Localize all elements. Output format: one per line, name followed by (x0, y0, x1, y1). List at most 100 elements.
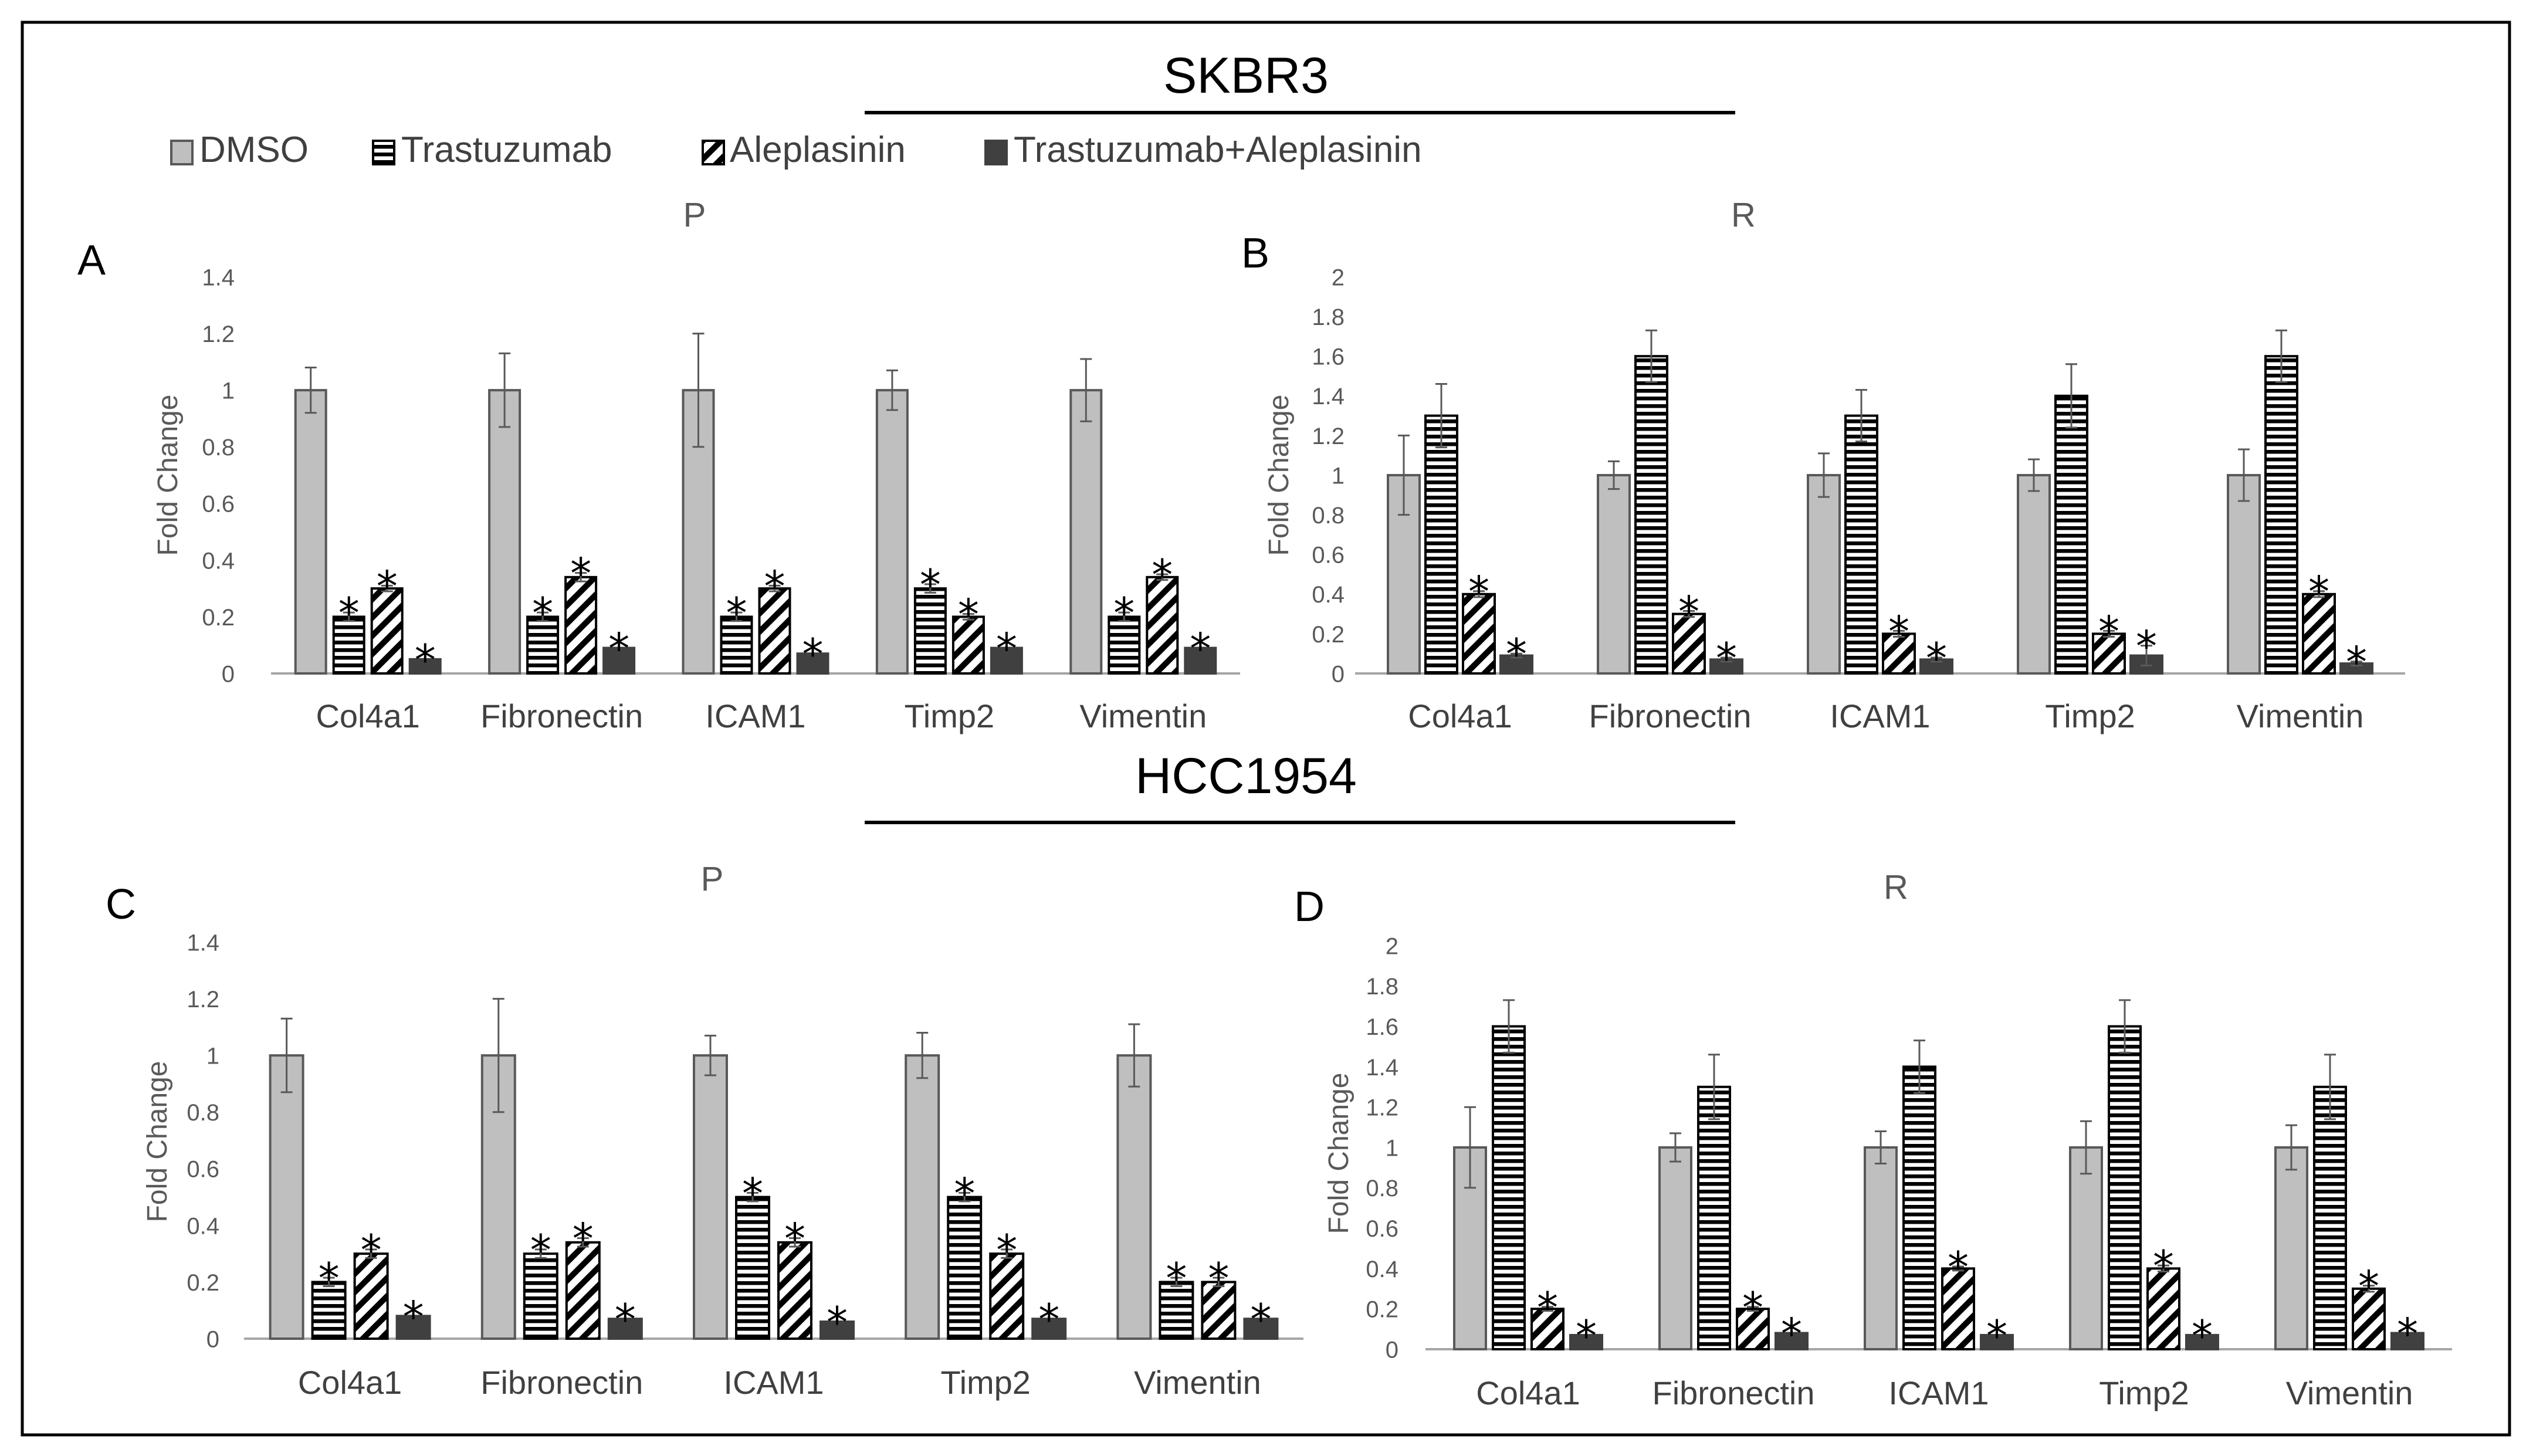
category-label: Col4a1 (1476, 1374, 1580, 1411)
significance-star: * (403, 1292, 424, 1341)
bar-trastuzumab (1697, 1085, 1731, 1351)
y-tick-label: 0.2 (1312, 622, 1345, 648)
bar-dmso (2227, 474, 2261, 675)
category-label: Fibronectin (1652, 1374, 1814, 1411)
chart-title: P (683, 196, 706, 234)
bar-combination (1243, 1318, 1279, 1340)
bar-dmso (488, 389, 522, 675)
bar-dmso (1658, 1146, 1692, 1350)
bar-dmso (2274, 1146, 2308, 1350)
legend-swatch-trastuzumab (372, 140, 395, 165)
y-tick-label: 1.2 (1312, 424, 1345, 449)
bar-aleplasinin (1530, 1308, 1564, 1350)
figure-border (21, 21, 2511, 1437)
significance-star: * (1678, 587, 1699, 636)
bar-trastuzumab (1902, 1065, 1936, 1351)
category-label: Vimentin (1079, 697, 1207, 734)
bar-combination (1980, 1333, 2014, 1350)
y-tick-label: 0.6 (202, 492, 235, 517)
significance-star: * (338, 588, 360, 638)
y-tick-label: 0.2 (187, 1270, 219, 1296)
category-label: Timp2 (905, 697, 995, 734)
category-label: ICAM1 (1830, 697, 1930, 734)
category-label: Timp2 (2099, 1374, 2189, 1411)
bar-combination (1031, 1318, 1067, 1340)
bar-trastuzumab (1159, 1281, 1194, 1340)
category-label: Vimentin (1134, 1364, 1261, 1401)
panel-b: B R Fold Change 0 0.2 0.4 0.6 0.8 1 1.2 1.4 1.6 1.8 2… (1241, 196, 2405, 734)
bar-trastuzumab (2264, 355, 2298, 675)
y-tick-label: 1 (1332, 463, 1345, 489)
significance-star: * (2098, 607, 2119, 656)
significance-star: * (2397, 1309, 2418, 1358)
significance-star: * (608, 624, 629, 673)
significance-star: * (319, 1254, 340, 1303)
significance-star: * (377, 561, 398, 611)
chart-title: P (701, 860, 724, 898)
panel-a: A P Fold Change 0 0.2 0.4 0.6 0.8 1 1.2 1.4 Col4a1 *… (77, 196, 1240, 734)
bar-aleplasinin (1941, 1267, 1975, 1350)
bar-aleplasinin (2146, 1267, 2180, 1350)
significance-star: * (1576, 1311, 1597, 1360)
chart-title: R (1884, 868, 1908, 906)
panel-letter: B (1241, 230, 1269, 277)
category-label: Col4a1 (298, 1364, 402, 1401)
legend-swatch-dmso (170, 140, 194, 165)
bar-dmso (1116, 1054, 1152, 1340)
bar-dmso (1069, 389, 1103, 675)
category-label: Timp2 (2045, 697, 2135, 734)
bar-aleplasinin (1882, 632, 1916, 675)
legend-item-trastuzumab: Trastuzumab (372, 130, 612, 170)
significance-star: * (573, 1214, 594, 1264)
significance-star: * (2308, 567, 2329, 617)
bar-combination (2390, 1332, 2424, 1350)
y-tick-label: 0.2 (1366, 1297, 1398, 1323)
section-title-hcc1954: HCC1954 (1135, 748, 1357, 804)
bar-dmso (875, 389, 909, 675)
bar-dmso (2069, 1146, 2103, 1350)
y-axis-label: Fold Change (1264, 395, 1295, 556)
significance-star: * (1468, 567, 1489, 617)
bar-dmso (269, 1054, 304, 1340)
bar-trastuzumab (1634, 355, 1668, 675)
y-tick-label: 0.6 (187, 1157, 219, 1183)
y-tick-label: 0.4 (1312, 582, 1345, 608)
significance-star: * (1190, 624, 1211, 673)
y-axis-label: Fold Change (142, 1061, 173, 1223)
y-tick-label: 0.6 (1312, 543, 1345, 568)
y-tick-label: 1.4 (202, 265, 235, 290)
y-tick-label: 0 (1332, 661, 1345, 687)
legend-swatch-aleplasinin (702, 140, 725, 165)
significance-star: * (1113, 588, 1135, 638)
significance-star: * (996, 624, 1017, 673)
category-label: ICAM1 (705, 697, 805, 734)
significance-star: * (827, 1298, 848, 1347)
significance-star: * (1537, 1283, 1558, 1332)
y-axis-label: Fold Change (1323, 1073, 1354, 1234)
category-label: ICAM1 (1888, 1374, 1989, 1411)
chart-title: R (1731, 196, 1756, 234)
bar-dmso (1807, 474, 1841, 675)
panel-letter: C (106, 881, 136, 928)
y-tick-label: 1.6 (1366, 1014, 1398, 1040)
significance-star: * (615, 1295, 636, 1344)
significance-star: * (1742, 1283, 1763, 1332)
significance-star: * (1781, 1309, 1802, 1358)
significance-star: * (802, 629, 824, 679)
bar-combination (408, 658, 442, 675)
bar-trastuzumab (1108, 615, 1141, 675)
legend-item-dmso: DMSO (170, 130, 309, 170)
significance-star: * (530, 1225, 551, 1275)
legend-item-aleplasinin: Aleplasinin (702, 130, 906, 170)
bar-combination (1569, 1333, 1603, 1350)
significance-star: * (2153, 1241, 2174, 1291)
bar-aleplasinin (565, 1241, 601, 1340)
significance-star: * (954, 1169, 975, 1218)
y-tick-label: 1.2 (187, 987, 219, 1013)
bar-dmso (693, 1054, 728, 1340)
y-tick-label: 0.4 (202, 548, 235, 574)
bar-dmso (1864, 1146, 1898, 1350)
significance-star: * (742, 1169, 763, 1218)
bar-combination (2185, 1333, 2219, 1350)
